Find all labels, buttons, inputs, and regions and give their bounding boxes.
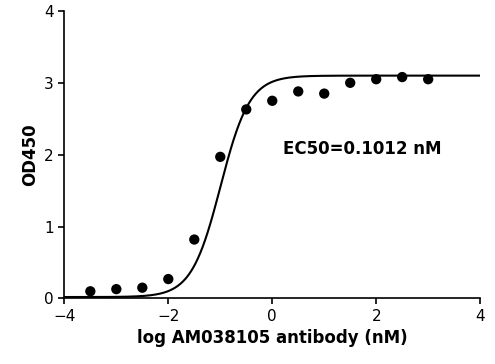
Point xyxy=(138,285,147,290)
Point xyxy=(191,237,198,242)
Y-axis label: OD450: OD450 xyxy=(21,123,39,186)
Text: EC50=0.1012 nM: EC50=0.1012 nM xyxy=(283,140,441,158)
Point xyxy=(424,76,432,82)
Point xyxy=(268,98,276,104)
Point xyxy=(372,76,380,82)
Point xyxy=(243,107,250,112)
X-axis label: log AM038105 antibody (nM): log AM038105 antibody (nM) xyxy=(137,329,407,348)
Point xyxy=(216,154,224,160)
Point xyxy=(346,80,354,86)
Point xyxy=(320,91,328,96)
Point xyxy=(164,276,172,282)
Point xyxy=(398,74,406,80)
Point xyxy=(294,88,302,94)
Point xyxy=(112,286,120,292)
Point xyxy=(87,288,95,294)
